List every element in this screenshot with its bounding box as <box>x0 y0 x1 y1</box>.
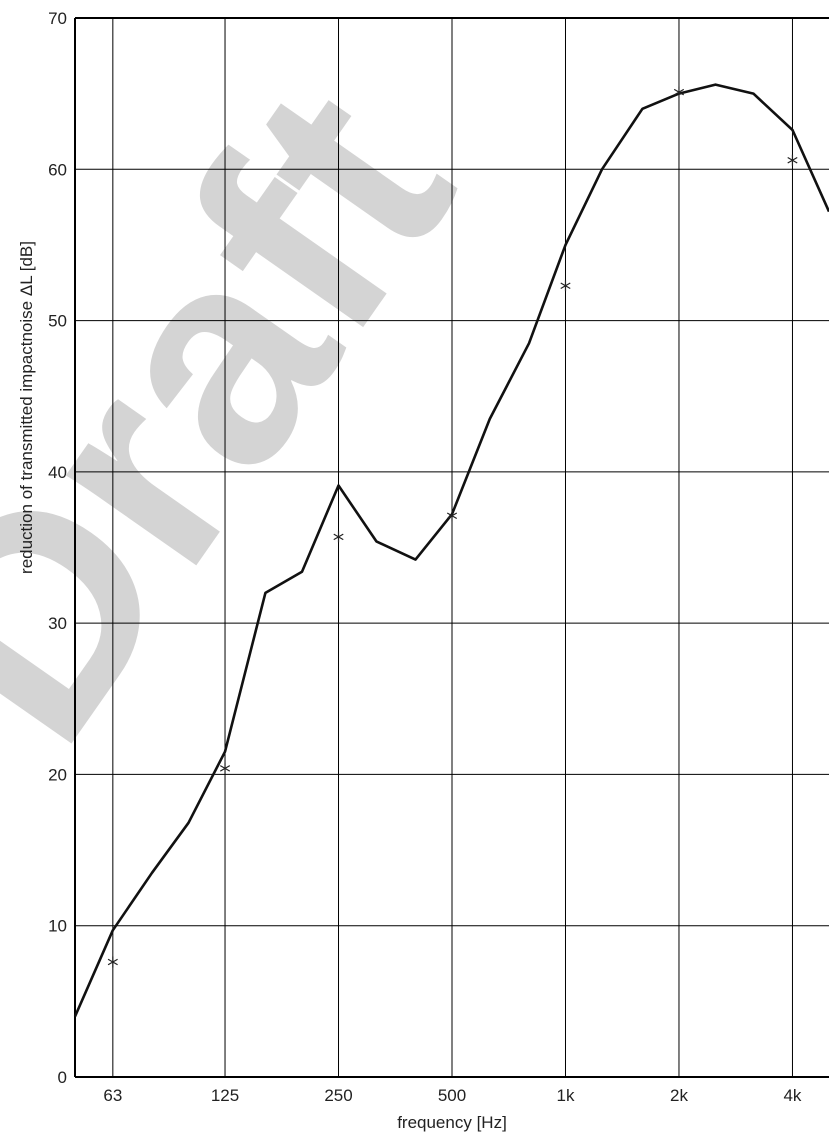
data-point-star <box>560 280 571 292</box>
y-tick-label: 60 <box>48 160 67 179</box>
grid <box>75 18 829 1077</box>
y-tick-label: 20 <box>48 765 67 784</box>
x-tick-label: 4k <box>783 1086 801 1105</box>
x-tick-label: 125 <box>211 1086 239 1105</box>
tick-labels: 0 10 20 30 40 50 60 70 63 125 250 500 1k 2k 4k <box>48 9 802 1105</box>
x-tick-label: 500 <box>438 1086 466 1105</box>
data-point-star <box>787 154 798 166</box>
y-tick-label: 10 <box>48 917 67 936</box>
data-point-star <box>107 956 118 968</box>
axes <box>74 17 829 1078</box>
x-tick-label: 2k <box>670 1086 688 1105</box>
y-tick-label: 40 <box>48 463 67 482</box>
y-axis-label: reduction of transmitted impactnoise ΔL … <box>17 241 36 574</box>
x-tick-label: 250 <box>324 1086 352 1105</box>
x-tick-label: 1k <box>557 1086 575 1105</box>
x-axis-label: frequency [Hz] <box>397 1113 507 1132</box>
series <box>73 83 829 1018</box>
data-point-star <box>673 86 685 98</box>
y-tick-label: 70 <box>48 9 67 28</box>
data-point-star <box>219 762 231 774</box>
y-tick-label: 30 <box>48 614 67 633</box>
y-tick-label: 0 <box>58 1068 67 1087</box>
x-tick-label: 63 <box>103 1086 122 1105</box>
y-tick-label: 50 <box>48 312 67 331</box>
data-point-star <box>333 531 344 543</box>
data-point-star <box>446 510 458 522</box>
